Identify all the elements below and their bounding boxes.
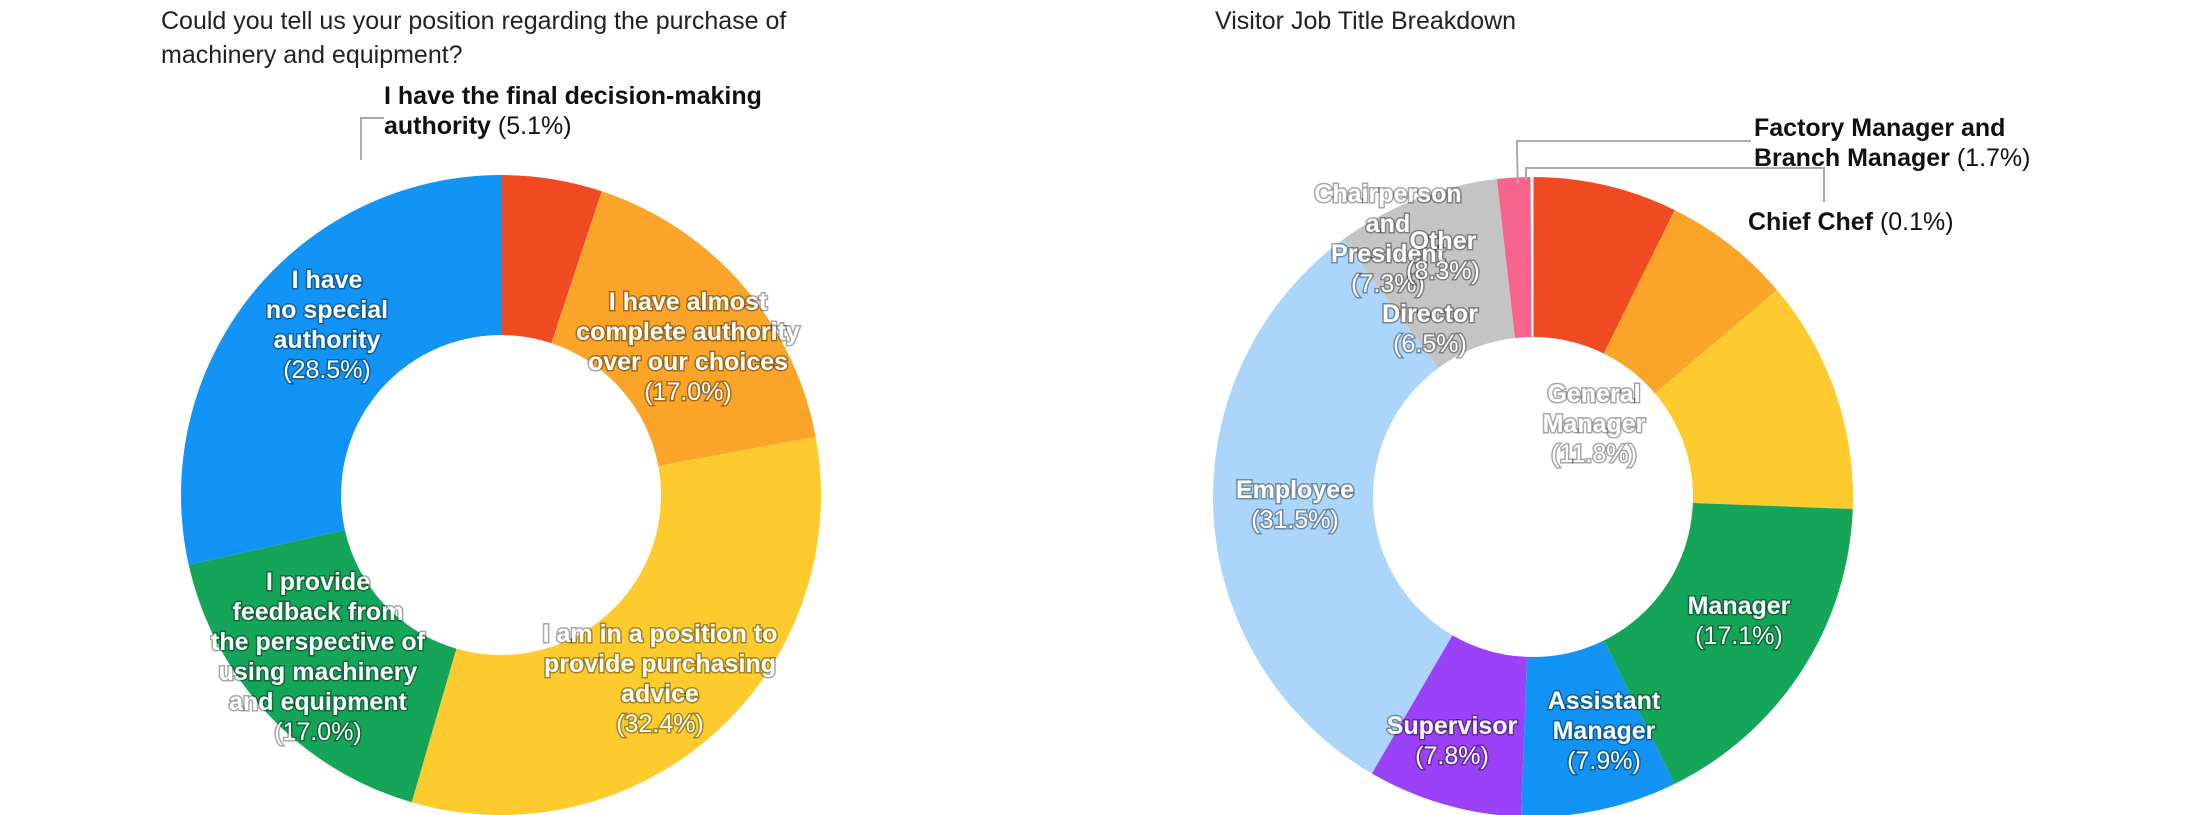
slice-supervisor bbox=[1371, 635, 1527, 815]
data-label-chairperson-and-president: Chairperson and President (7.3%) bbox=[1314, 180, 1461, 298]
slice-other bbox=[1343, 179, 1515, 369]
data-label-factory-manager-and-branch-manager: Factory Manager and Branch Manager (1.7%) bbox=[1754, 114, 2030, 172]
slice-manager bbox=[1603, 503, 1853, 784]
data-label-assistant-manager: Assistant Manager (7.9%) bbox=[1548, 687, 1661, 775]
data-label-i-am-in-a-position-to-provide-purchasing-advice: I am in a position to provide purchasing a… bbox=[543, 620, 778, 738]
data-label-supervisor: Supervisor (7.8%) bbox=[1387, 712, 1518, 770]
leader-line-factory-manager-and-branch-manager bbox=[1516, 140, 1751, 185]
slice-i-have-the-final-decision-making-authority bbox=[501, 175, 602, 344]
data-label-manager: Manager (17.1%) bbox=[1688, 592, 1791, 650]
slice-factory-manager-and-branch-manager bbox=[1496, 177, 1532, 339]
slice-chairperson-and-president bbox=[1533, 177, 1675, 354]
data-label-employee: Employee (31.5%) bbox=[1236, 476, 1354, 534]
slice-i-have-almost-complete-authority-over-our-choices bbox=[551, 191, 816, 467]
chart-title: Visitor Job Title Breakdown bbox=[1215, 7, 1517, 35]
data-label-i-have-no-special-authority: I have no special authority (28.5%) bbox=[266, 266, 388, 384]
data-label-i-provide-feedback-from-the-perspective-of-using-machinery-and-equipment: I provide feedback from the perspective of… bbox=[211, 568, 426, 746]
slice-assistant-manager bbox=[1521, 640, 1675, 815]
data-label-i-have-the-final-decision-making-authority: I have the final decision-making authorit… bbox=[384, 82, 762, 140]
chart-title: Could you tell us your position regardin… bbox=[161, 7, 787, 69]
data-label-i-have-almost-complete-authority-over-our-choices: I have almost complete authority over our … bbox=[576, 288, 800, 406]
slice-general-manager bbox=[1654, 289, 1853, 510]
donut-chart-position: I have the final decision-making authorit… bbox=[180, 82, 821, 815]
slice-chief-chef bbox=[1530, 176, 1534, 338]
data-label-other: Other (8.3%) bbox=[1406, 227, 1480, 285]
chart-panel-right: Visitor Job Title Breakdown Chairperson a… bbox=[1100, 0, 2200, 815]
slice-i-provide-feedback-from-the-perspective-of-using-machinery-and-equipment bbox=[188, 529, 457, 803]
chart-panel-left: Could you tell us your position regardin… bbox=[161, 7, 821, 815]
slice-i-have-no-special-authority bbox=[180, 175, 501, 565]
slice-employee bbox=[1213, 239, 1453, 774]
data-label-general-manager: General Manager (11.8%) bbox=[1543, 380, 1646, 468]
slice-director bbox=[1603, 210, 1777, 394]
slice-i-am-in-a-position-to-provide-purchasing-advice bbox=[411, 437, 821, 815]
leader-line-i-have-the-final-decision-making-authority bbox=[360, 117, 384, 160]
leader-line-chief-chef bbox=[1525, 167, 1825, 202]
data-label-chief-chef: Chief Chef (0.1%) bbox=[1748, 208, 1954, 236]
data-label-director: Director (6.5%) bbox=[1382, 300, 1478, 358]
donut-chart-job-title: Chairperson and President (7.3%)Director (6.… bbox=[1213, 114, 2030, 815]
